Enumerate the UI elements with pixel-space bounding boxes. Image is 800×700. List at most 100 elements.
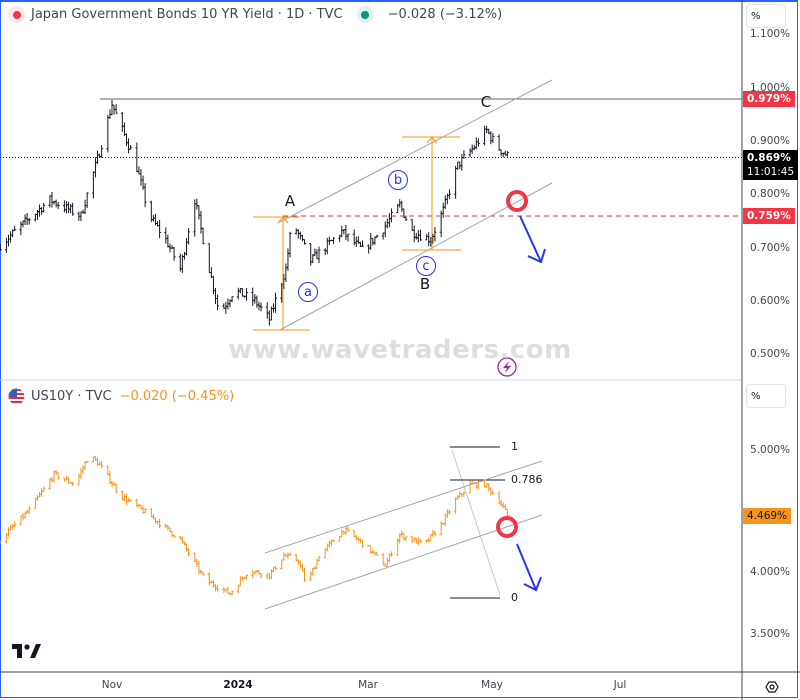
subwave-label-c[interactable]: c <box>416 256 436 276</box>
wave-label-a[interactable]: A <box>284 192 296 210</box>
price-bar <box>476 138 480 147</box>
price-bar <box>85 460 89 464</box>
price-bar <box>69 203 73 214</box>
price-bar <box>454 497 458 514</box>
lower-legend[interactable]: US10Y · TVC −0.020 (−0.45%) <box>8 388 234 405</box>
price-bar <box>251 569 255 579</box>
price-bar <box>149 200 153 222</box>
price-bar <box>193 199 197 237</box>
price-bar <box>170 245 174 250</box>
channel-upper[interactable] <box>279 79 553 223</box>
subwave-label-b[interactable]: b <box>388 170 408 190</box>
price-bar <box>404 536 408 541</box>
channel-lower[interactable] <box>279 182 553 331</box>
price-bar <box>33 497 37 509</box>
fib-label-0786: 0.786 <box>511 473 543 486</box>
price-bar <box>50 191 54 208</box>
last-price: 0.869% <box>747 152 791 164</box>
price-bar <box>346 526 350 533</box>
price-bar <box>375 234 379 238</box>
price-bar <box>325 237 329 255</box>
price-bar <box>100 461 104 469</box>
price-tick: 0.700% <box>750 242 791 254</box>
price-bar <box>414 232 418 240</box>
tradingview-logo[interactable] <box>12 644 41 658</box>
projection-a[interactable] <box>253 216 310 331</box>
price-bar <box>197 560 201 575</box>
price-bar <box>0 540 2 544</box>
price-bar <box>9 231 13 243</box>
price-bar <box>503 504 507 510</box>
price-bar <box>381 552 385 566</box>
price-bar <box>129 145 133 150</box>
price-bar <box>505 508 509 517</box>
price-bar <box>124 493 128 505</box>
price-bar <box>418 229 422 242</box>
price-bar <box>216 585 220 592</box>
price-bar <box>265 573 269 580</box>
main-legend[interactable]: Japan Government Bonds 10 YR Yield · 1D … <box>8 6 502 23</box>
price-bar <box>236 287 240 300</box>
price-bar <box>71 202 75 216</box>
price-bar <box>259 302 263 312</box>
price-bar <box>38 204 42 217</box>
settings-icon[interactable] <box>765 681 779 693</box>
price-bar <box>114 483 118 494</box>
fib-trend-line[interactable] <box>451 449 501 596</box>
price-bar <box>497 491 501 505</box>
channel-upper-bottom[interactable] <box>264 460 543 554</box>
price-bar <box>180 254 184 273</box>
price-bar <box>56 201 60 210</box>
down-arrow-icon <box>519 215 546 264</box>
price-bar <box>315 249 319 260</box>
projection-b[interactable] <box>402 136 461 251</box>
price-bar <box>385 557 389 567</box>
price-bar <box>143 183 147 208</box>
wave-label-b[interactable]: B <box>419 275 431 293</box>
channel-lower-bottom[interactable] <box>264 514 543 610</box>
price-bar <box>300 563 304 572</box>
price-bar <box>323 548 327 558</box>
target-circle-icon <box>506 190 528 212</box>
scale-mode-button[interactable]: % <box>746 384 786 408</box>
price-bar <box>230 296 234 303</box>
price-bar <box>158 219 162 239</box>
price-bar <box>48 195 52 208</box>
price-bar <box>360 240 364 247</box>
price-bar <box>356 536 360 542</box>
scale-mode-button[interactable]: % <box>746 4 786 28</box>
price-bar <box>468 480 472 494</box>
price-bar <box>56 472 60 480</box>
price-bar <box>4 237 8 253</box>
lightning-icon[interactable] <box>497 357 517 377</box>
price-bar <box>209 267 213 279</box>
time-tick: Jul <box>613 679 627 691</box>
subwave-label-a[interactable]: a <box>298 282 318 302</box>
resistance-price-label: 0.979% <box>743 91 795 107</box>
price-bar <box>331 237 335 244</box>
price-bar <box>64 476 68 481</box>
price-bar <box>253 294 257 304</box>
price-bar <box>267 310 271 326</box>
price-bar <box>317 555 321 561</box>
price-bar <box>67 201 71 214</box>
price-bar <box>62 200 66 213</box>
price-bar <box>371 237 375 246</box>
price-bar <box>282 552 286 561</box>
price-bar <box>54 199 58 208</box>
price-bar <box>462 491 466 498</box>
symbol-title: Japan Government Bonds 10 YR Yield · 1D … <box>31 7 343 22</box>
price-bar <box>207 571 211 586</box>
price-bar <box>79 211 83 221</box>
price-bar <box>327 540 331 548</box>
price-bar <box>158 518 162 529</box>
price-bar <box>187 228 191 245</box>
price-bar <box>499 149 503 157</box>
price-tick: 5.000% <box>750 444 791 456</box>
price-bar <box>402 532 406 541</box>
wave-label-c[interactable]: C <box>480 93 492 111</box>
price-bar <box>468 148 472 158</box>
last-price-label: 0.869% 11:01:45 <box>743 150 799 180</box>
price-bar <box>27 506 31 514</box>
